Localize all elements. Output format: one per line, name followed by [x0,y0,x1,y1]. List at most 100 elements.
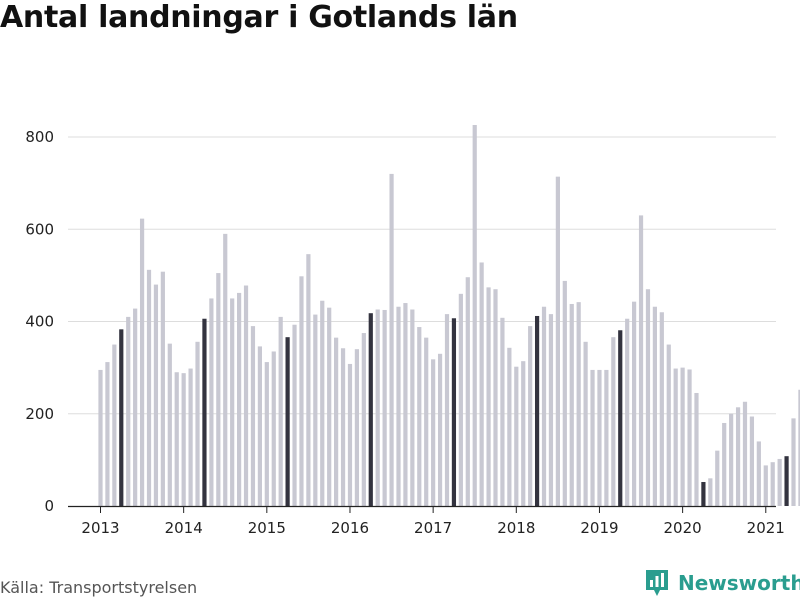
bar [625,318,630,506]
bar [292,324,297,506]
x-axis-labels: 2013201420152016201720182019202020212022 [81,519,785,537]
bar [611,337,616,506]
bar-chart: 0 200 400 600 800 2013 2014 2015 2016 2017 2018 20… [25,125,800,537]
bar [237,292,242,506]
bar [770,462,775,506]
bar [645,289,651,506]
bar [167,343,172,506]
bar [756,441,761,507]
bar [798,389,800,506]
bar [604,369,609,506]
bar [735,407,741,506]
page-title: Antal landningar i Gotlands län [0,0,518,35]
bar-chart-icon [646,570,668,596]
x-tick-label: 2020 [664,519,702,537]
bar [146,269,152,506]
bar [763,465,768,506]
bar [257,346,262,506]
bar [652,306,657,506]
bars [98,125,800,507]
bar [313,314,318,506]
x-tick-label: 2021 [747,519,785,537]
bar [465,277,470,506]
x-tick-label: 2019 [580,519,618,537]
bar [153,284,159,506]
bar [673,368,678,506]
bar [216,273,221,506]
bar [784,456,789,506]
bar [521,361,526,506]
bar [638,215,644,506]
bar [361,333,366,506]
bar [382,309,387,506]
bar [486,287,491,506]
bar [541,306,547,506]
bar [493,289,498,506]
bar [368,313,373,506]
bar [334,337,339,506]
bar [590,369,595,506]
bar [354,349,360,506]
bar [271,351,276,506]
bar [403,303,408,506]
bar [340,348,346,506]
bar [112,344,117,506]
bar [417,327,422,506]
bar [569,303,574,506]
bar [729,413,734,506]
bar [437,353,443,506]
bar [708,478,713,506]
bar [618,330,623,506]
y-tick-label: 0 [44,497,54,515]
bar [250,326,256,506]
bar [701,482,706,506]
bar [597,369,602,506]
y-tick-label: 800 [25,128,54,146]
bar [507,347,512,506]
bar [278,316,283,506]
bar [632,301,637,506]
bar [375,309,380,506]
bar [188,368,193,506]
logo-text: Newsworthy [678,571,800,595]
bar [327,307,332,506]
bar [139,218,145,506]
bar [299,276,304,506]
bar [687,369,692,506]
x-tick-label: 2013 [81,519,119,537]
bar [749,416,755,506]
bar [555,176,560,507]
bar [389,173,394,506]
bar [396,306,401,506]
y-tick-label: 400 [25,313,54,331]
x-tick-label: 2015 [248,519,286,537]
y-tick-label: 200 [25,405,54,423]
bar [576,302,581,506]
bar [777,458,782,506]
y-axis-labels: 0 200 400 600 800 [25,128,54,515]
x-axis [68,505,776,513]
bar [264,362,269,506]
bar [347,363,353,506]
bar [174,372,179,506]
bar [133,308,138,506]
bar [451,318,457,506]
bar [320,300,325,506]
bar [181,373,186,506]
bar [126,316,131,506]
bar [458,293,463,506]
bar [534,315,540,506]
bar [722,422,727,507]
bar [410,309,415,506]
bar [243,285,249,506]
bar [424,337,429,506]
bar [548,314,554,506]
bar [202,318,207,506]
x-tick-label: 2014 [165,519,203,537]
bar [209,298,214,506]
bar [306,254,311,506]
bar [230,298,235,506]
bar [160,271,165,506]
bar [528,326,533,506]
bar [514,366,519,506]
